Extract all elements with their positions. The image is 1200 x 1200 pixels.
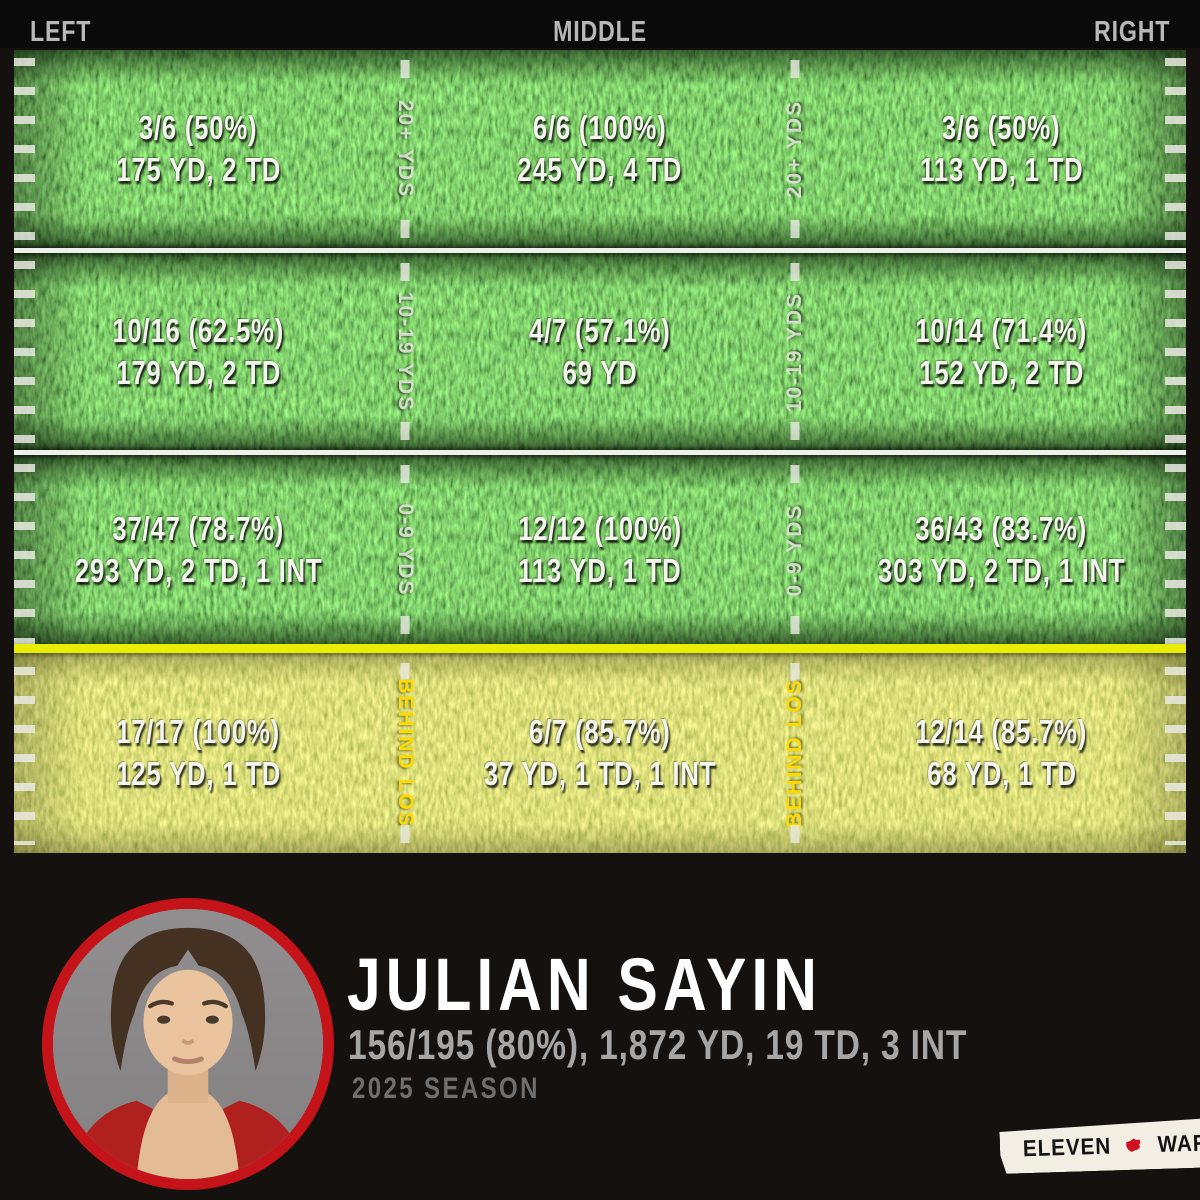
zone-divider: 0-9 YDS: [383, 455, 427, 644]
hash-tick: [790, 263, 800, 281]
zone-vignette: [14, 653, 1186, 853]
stat-production: 125 YD, 1 TD: [116, 755, 281, 792]
grass-texture: [14, 653, 1186, 853]
header-label-middle: MIDDLE: [553, 16, 647, 48]
stat-completions: 6/7 (85.7%): [529, 713, 671, 750]
zone-depth-label: 10-19 YDS: [394, 291, 417, 412]
season-label: 2025 SEASON: [352, 1072, 540, 1105]
direction-header: LEFT MIDDLE RIGHT: [0, 0, 1200, 48]
stat-cell-0-9-middle: 12/12 (100%) 113 YD, 1 TD: [427, 455, 773, 644]
zone-divider: BEHIND LOS: [773, 653, 817, 853]
stat-completions: 6/6 (100%): [533, 109, 667, 146]
player-photo: [42, 898, 334, 1190]
hash-tick: [790, 825, 800, 843]
hash-tick: [790, 663, 800, 681]
brand-eleven: ELEVEN: [1022, 1132, 1112, 1161]
hash-tick: [790, 465, 800, 483]
stat-cell-10-19-middle: 4/7 (57.1%) 69 YD: [427, 253, 773, 450]
zone-depth-label: 0-9 YDS: [394, 503, 417, 596]
hash-tick: [790, 422, 800, 440]
hash-tick: [400, 263, 410, 281]
ohio-state-icon: [1124, 1135, 1144, 1155]
stat-production: 245 YD, 4 TD: [517, 151, 683, 188]
header-label-left: LEFT: [30, 16, 92, 48]
stat-production: 179 YD, 2 TD: [116, 353, 281, 391]
stat-cell-behind-los-left: 17/17 (100%) 125 YD, 1 TD: [14, 653, 383, 853]
stat-production: 69 YD: [562, 353, 638, 391]
stat-cell-behind-los-middle: 6/7 (85.7%) 37 YD, 1 TD, 1 INT: [427, 653, 773, 853]
hash-tick: [790, 60, 800, 78]
zone-divider: 0-9 YDS: [773, 455, 817, 644]
stat-completions: 17/17 (100%): [116, 713, 281, 750]
zone-depth-label: 10-19 YDS: [783, 291, 806, 412]
stat-completions: 3/6 (50%): [942, 109, 1061, 146]
hash-tick: [400, 825, 410, 843]
hash-tick: [400, 220, 410, 238]
hash-tick: [400, 465, 410, 483]
stat-production: 37 YD, 1 TD, 1 INT: [483, 755, 717, 792]
zone-divider: 20+ YDS: [773, 50, 817, 248]
hash-tick: [790, 220, 800, 238]
zone-divider: 20+ YDS: [383, 50, 427, 248]
brand-ribbon: ELEVEN WARRIORS: [999, 1117, 1200, 1174]
zone-vignette: [14, 253, 1186, 450]
player-avatar: [53, 909, 323, 1179]
hash-tick: [400, 60, 410, 78]
stat-production: 113 YD, 1 TD: [919, 151, 1084, 188]
hash-tick: [790, 616, 800, 634]
field-zone-20plus: 3/6 (50%) 175 YD, 2 TD 20+ YDS 6/6 (100%…: [14, 50, 1186, 248]
zone-depth-label: 20+ YDS: [394, 99, 417, 199]
player-name: JULIAN SAYIN: [347, 943, 822, 1026]
football-field: 3/6 (50%) 175 YD, 2 TD 20+ YDS 6/6 (100%…: [14, 50, 1186, 853]
stat-completions: 4/7 (57.1%): [529, 311, 671, 349]
yard-line: [14, 248, 1186, 253]
hash-tick: [400, 663, 410, 681]
stat-completions: 37/47 (78.7%): [112, 509, 285, 547]
hash-tick: [400, 422, 410, 440]
player-season-stats: 156/195 (80%), 1,872 YD, 19 TD, 3 INT: [348, 1021, 968, 1068]
los-line: [14, 644, 1186, 653]
field-zone-0-9: 37/47 (78.7%) 293 YD, 2 TD, 1 INT 0-9 YD…: [14, 455, 1186, 644]
zone-depth-label: 0-9 YDS: [783, 503, 806, 596]
stat-completions: 12/14 (85.7%): [915, 713, 1088, 750]
stat-cell-20plus-right: 3/6 (50%) 113 YD, 1 TD: [817, 50, 1186, 248]
zone-divider: BEHIND LOS: [383, 653, 427, 853]
stat-completions: 12/12 (100%): [518, 509, 682, 547]
stat-cell-20plus-left: 3/6 (50%) 175 YD, 2 TD: [14, 50, 383, 248]
stat-completions: 10/14 (71.4%): [915, 311, 1088, 349]
header-label-right: RIGHT: [1093, 16, 1170, 48]
zone-depth-label: 20+ YDS: [783, 99, 806, 199]
hash-tick: [400, 616, 410, 634]
stat-production: 303 YD, 2 TD, 1 INT: [877, 551, 1126, 589]
field-zone-10-19: 10/16 (62.5%) 179 YD, 2 TD 10-19 YDS 4/7…: [14, 253, 1186, 450]
stat-completions: 10/16 (62.5%): [112, 311, 285, 349]
stat-cell-behind-los-right: 12/14 (85.7%) 68 YD, 1 TD: [817, 653, 1186, 853]
zone-vignette: [14, 455, 1186, 644]
stat-completions: 36/43 (83.7%): [915, 509, 1088, 547]
stat-production: 152 YD, 2 TD: [919, 353, 1084, 391]
stat-production: 175 YD, 2 TD: [116, 151, 281, 188]
stat-cell-0-9-right: 36/43 (83.7%) 303 YD, 2 TD, 1 INT: [817, 455, 1186, 644]
stat-cell-10-19-left: 10/16 (62.5%) 179 YD, 2 TD: [14, 253, 383, 450]
stat-production: 68 YD, 1 TD: [926, 755, 1077, 792]
zone-divider: 10-19 YDS: [773, 253, 817, 450]
stat-cell-0-9-left: 37/47 (78.7%) 293 YD, 2 TD, 1 INT: [14, 455, 383, 644]
stat-cell-10-19-right: 10/14 (71.4%) 152 YD, 2 TD: [817, 253, 1186, 450]
stat-cell-20plus-middle: 6/6 (100%) 245 YD, 4 TD: [427, 50, 773, 248]
zone-vignette: [14, 50, 1186, 248]
yard-line: [14, 450, 1186, 455]
field-zone-behind-los: 17/17 (100%) 125 YD, 1 TD BEHIND LOS 6/7…: [14, 653, 1186, 853]
zone-depth-label: BEHIND LOS: [783, 678, 806, 828]
zone-divider: 10-19 YDS: [383, 253, 427, 450]
stat-production: 113 YD, 1 TD: [518, 551, 682, 589]
brand-warriors: WARRIORS: [1157, 1126, 1200, 1157]
stat-completions: 3/6 (50%): [139, 109, 258, 146]
stat-production: 293 YD, 2 TD, 1 INT: [74, 551, 323, 589]
zone-depth-label: BEHIND LOS: [394, 678, 417, 828]
